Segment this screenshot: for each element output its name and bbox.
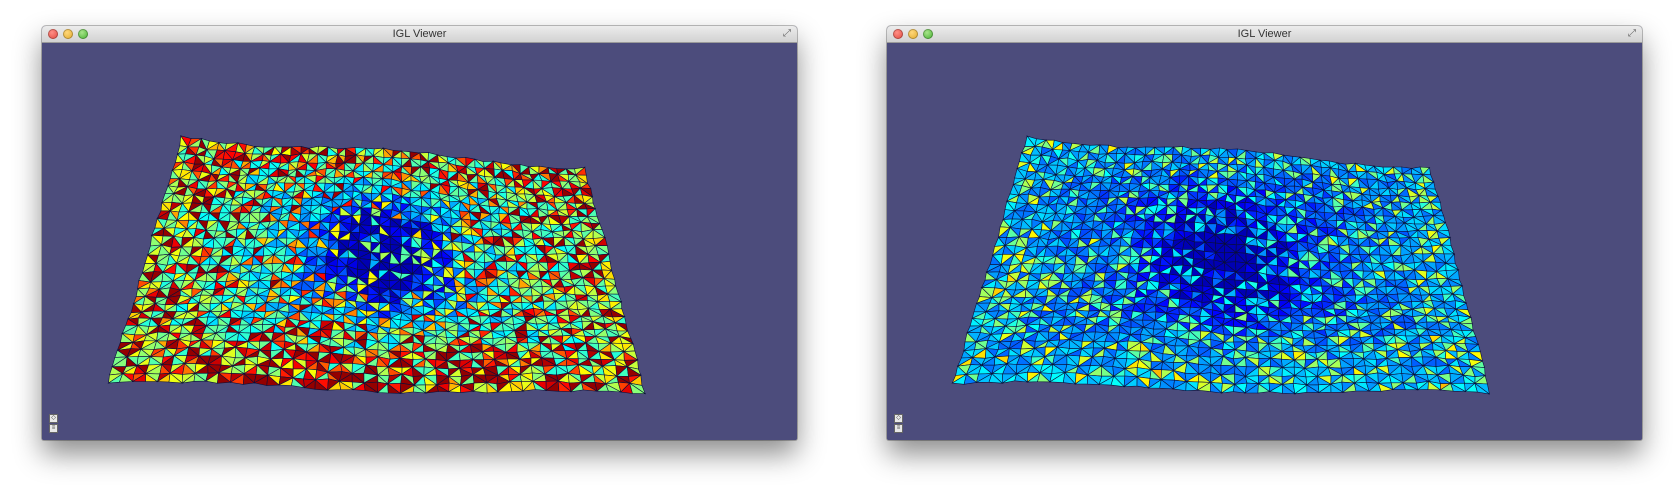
zoom-button[interactable] bbox=[78, 29, 88, 39]
close-button[interactable] bbox=[48, 29, 58, 39]
mesh-render bbox=[107, 134, 647, 395]
mesh-render bbox=[951, 135, 1490, 395]
zoom-button[interactable] bbox=[923, 29, 933, 39]
fullscreen-icon[interactable]: ⤢ bbox=[783, 28, 791, 39]
zoom-icon[interactable]: ◇ bbox=[894, 414, 903, 423]
mesh-viewport[interactable]: ◇ ≡ bbox=[887, 43, 1642, 440]
mesh-grid bbox=[107, 134, 647, 395]
title-bar[interactable]: IGL Viewer ⤢ bbox=[42, 26, 797, 43]
minimize-button[interactable] bbox=[63, 29, 73, 39]
igl-viewer-window-left: IGL Viewer ⤢ ◇ ≡ bbox=[42, 26, 797, 440]
zoom-icon[interactable]: ◇ bbox=[49, 414, 58, 423]
close-button[interactable] bbox=[893, 29, 903, 39]
minimize-button[interactable] bbox=[908, 29, 918, 39]
settings-icon[interactable]: ≡ bbox=[894, 424, 903, 433]
mesh-grid bbox=[951, 135, 1490, 395]
window-title: IGL Viewer bbox=[1237, 28, 1292, 40]
igl-viewer-window-right: IGL Viewer ⤢ ◇ ≡ bbox=[887, 26, 1642, 440]
window-title: IGL Viewer bbox=[392, 28, 447, 40]
fullscreen-icon[interactable]: ⤢ bbox=[1628, 28, 1636, 39]
settings-icon[interactable]: ≡ bbox=[49, 424, 58, 433]
mesh-viewport[interactable]: ◇ ≡ bbox=[42, 43, 797, 440]
title-bar[interactable]: IGL Viewer ⤢ bbox=[887, 26, 1642, 43]
